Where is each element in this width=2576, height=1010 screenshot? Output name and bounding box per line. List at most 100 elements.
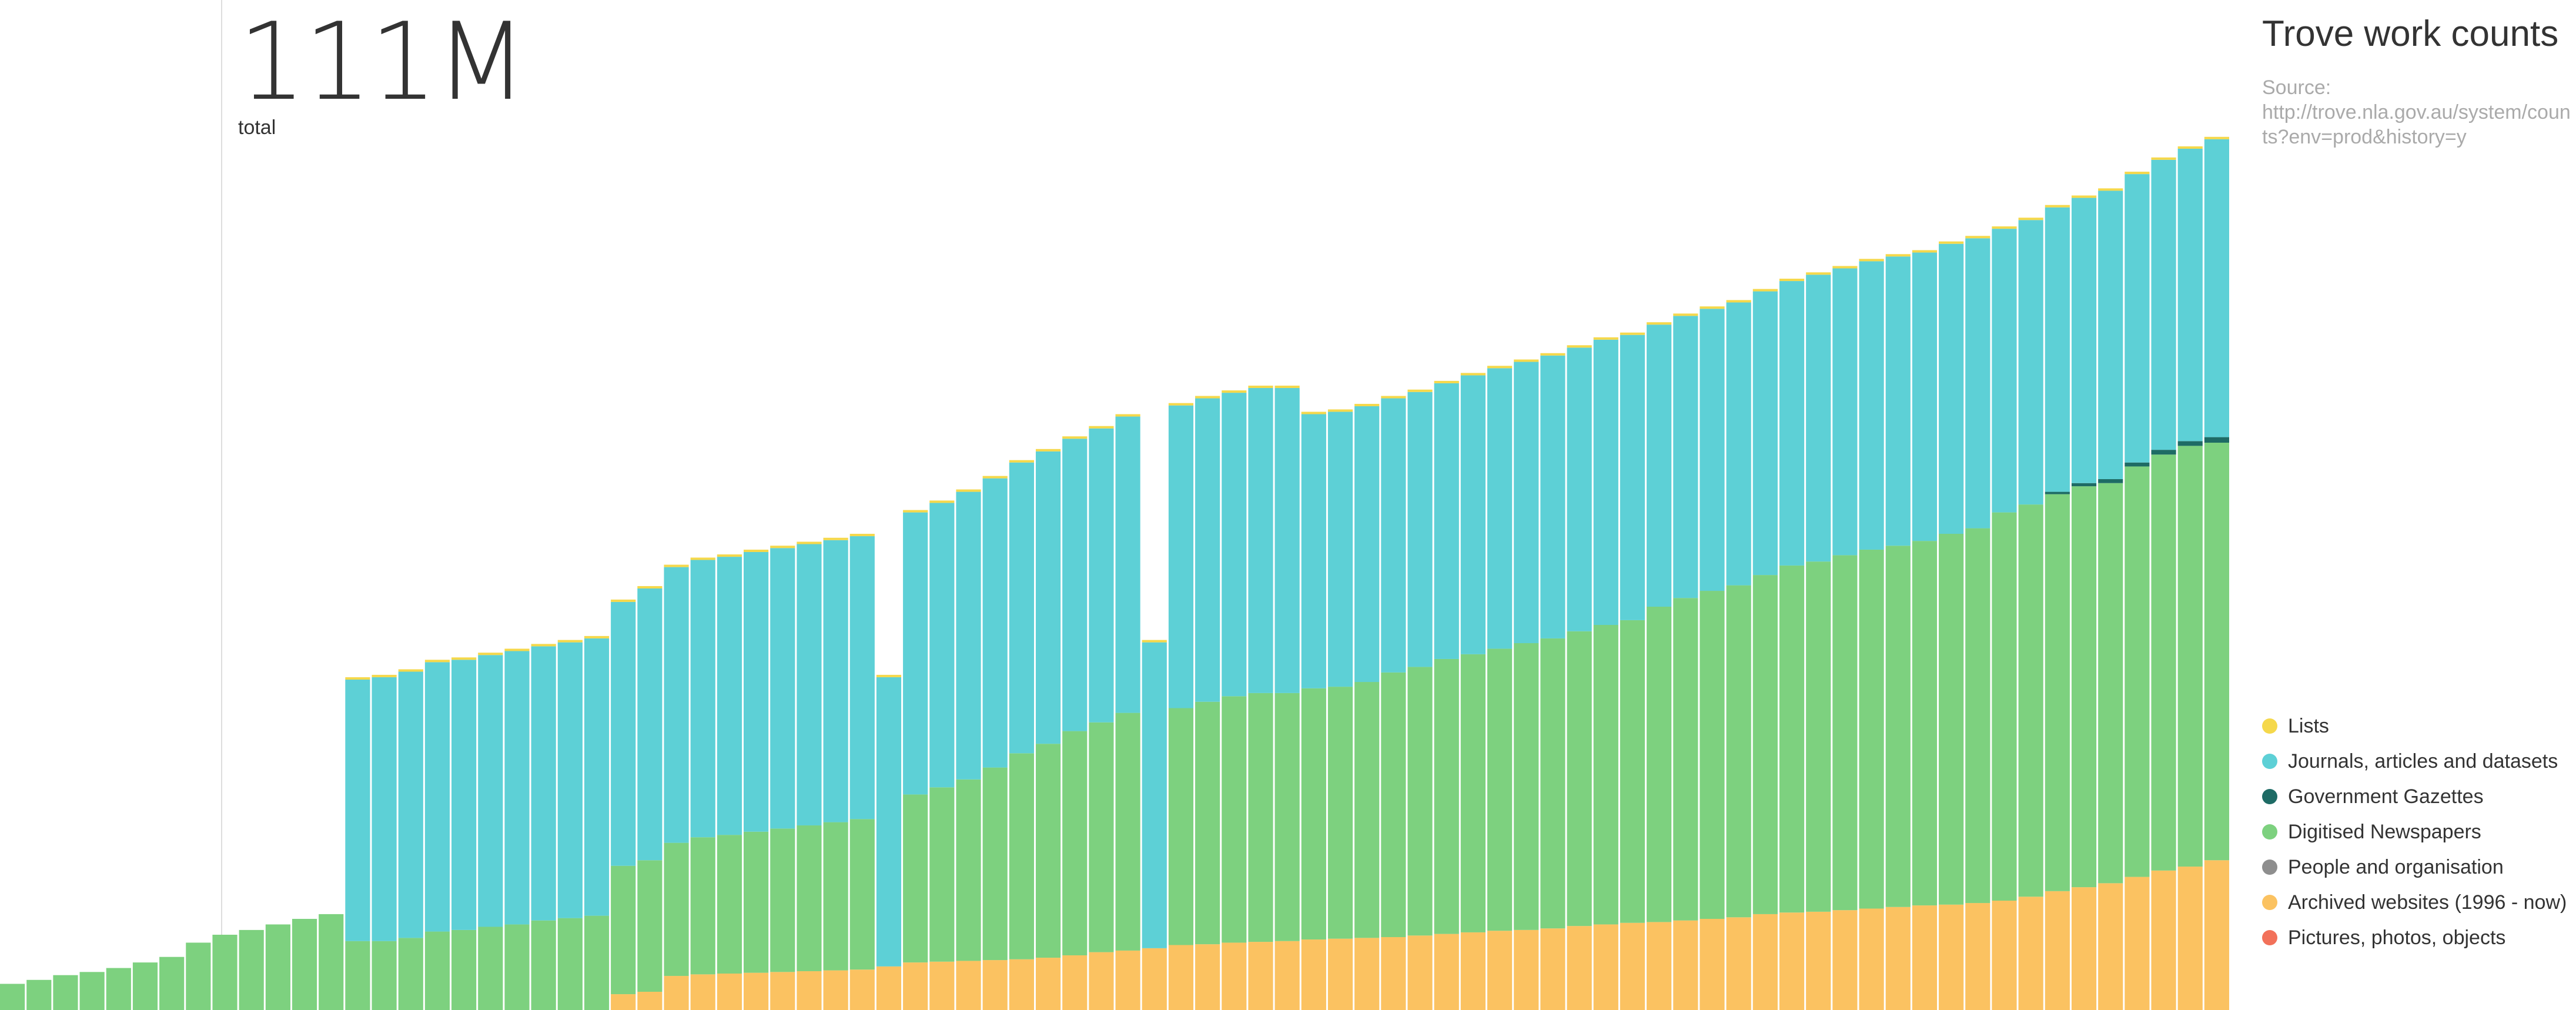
bar-stack[interactable] xyxy=(159,957,185,1010)
bar-segment[interactable] xyxy=(2177,441,2203,446)
bar-segment[interactable] xyxy=(1779,565,1805,913)
bar-stack[interactable] xyxy=(1089,426,1114,1010)
bar-segment[interactable] xyxy=(1035,451,1061,744)
bar-stack[interactable] xyxy=(212,934,237,1010)
bar-stack[interactable] xyxy=(557,640,583,1010)
bar-segment[interactable] xyxy=(1274,388,1300,693)
bar-segment[interactable] xyxy=(1327,409,1353,412)
bar-stack[interactable] xyxy=(424,660,450,1010)
bar-stack[interactable] xyxy=(319,914,344,1010)
bar-segment[interactable] xyxy=(2204,860,2229,1010)
bar-stack[interactable] xyxy=(1673,313,1698,1010)
bar-segment[interactable] xyxy=(2071,195,2097,198)
bar-segment[interactable] xyxy=(1009,462,1034,754)
bar-segment[interactable] xyxy=(1009,959,1034,1010)
bar-stack[interactable] xyxy=(1327,409,1353,1010)
bar-segment[interactable] xyxy=(1620,335,1645,620)
bar-segment[interactable] xyxy=(1965,238,1990,529)
bar-segment[interactable] xyxy=(1274,385,1300,389)
bar-stack[interactable] xyxy=(1434,380,1459,1010)
bar-segment[interactable] xyxy=(1222,942,1247,1010)
bar-segment[interactable] xyxy=(1327,412,1353,687)
bar-stack[interactable] xyxy=(611,599,636,1010)
bar-segment[interactable] xyxy=(424,662,450,932)
legend-item[interactable]: Archived websites (1996 - now) xyxy=(2262,891,2576,914)
bar-segment[interactable] xyxy=(1460,373,1486,376)
bar-segment[interactable] xyxy=(2204,437,2229,443)
bar-segment[interactable] xyxy=(744,831,769,973)
bar-segment[interactable] xyxy=(451,929,477,1010)
bar-segment[interactable] xyxy=(2204,443,2229,861)
bar-stack[interactable] xyxy=(1647,322,1672,1010)
bar-segment[interactable] xyxy=(1222,393,1247,697)
bar-segment[interactable] xyxy=(2151,450,2176,455)
bar-stack[interactable] xyxy=(584,636,610,1010)
bar-segment[interactable] xyxy=(1567,347,1592,631)
bar-segment[interactable] xyxy=(1274,941,1300,1010)
bar-stack[interactable] xyxy=(1354,403,1380,1010)
bar-segment[interactable] xyxy=(1168,405,1194,708)
bar-segment[interactable] xyxy=(531,920,556,1010)
bar-segment[interactable] xyxy=(1540,355,1565,638)
bar-stack[interactable] xyxy=(982,476,1008,1010)
bar-segment[interactable] xyxy=(2045,494,2070,891)
bar-segment[interactable] xyxy=(2125,174,2150,463)
bar-segment[interactable] xyxy=(2177,149,2203,442)
bar-stack[interactable] xyxy=(2018,218,2043,1010)
bar-stack[interactable] xyxy=(2045,205,2070,1010)
bar-segment[interactable] xyxy=(1992,226,2017,229)
bar-stack[interactable] xyxy=(1832,266,1858,1010)
bar-segment[interactable] xyxy=(424,660,450,663)
bar-segment[interactable] xyxy=(982,960,1008,1010)
bar-segment[interactable] xyxy=(1035,449,1061,452)
bar-segment[interactable] xyxy=(744,549,769,552)
bar-segment[interactable] xyxy=(637,586,663,588)
bar-stack[interactable] xyxy=(1115,414,1140,1010)
bar-segment[interactable] xyxy=(1460,654,1486,932)
bar-segment[interactable] xyxy=(2204,139,2229,437)
bar-segment[interactable] xyxy=(823,822,848,971)
bar-segment[interactable] xyxy=(1540,638,1565,929)
bar-segment[interactable] xyxy=(1301,688,1326,940)
bar-stack[interactable] xyxy=(1142,640,1167,1010)
bar-segment[interactable] xyxy=(956,491,981,780)
bar-segment[interactable] xyxy=(664,976,689,1010)
bar-segment[interactable] xyxy=(1460,932,1486,1010)
bar-segment[interactable] xyxy=(1673,598,1698,921)
bar-stack[interactable] xyxy=(1752,289,1778,1010)
bar-segment[interactable] xyxy=(212,934,237,1010)
bar-segment[interactable] xyxy=(2098,883,2123,1010)
bar-segment[interactable] xyxy=(770,972,795,1010)
bar-segment[interactable] xyxy=(823,540,848,822)
bar-segment[interactable] xyxy=(929,500,955,503)
bar-segment[interactable] xyxy=(159,957,185,1010)
bar-stack[interactable] xyxy=(2151,157,2176,1010)
bar-segment[interactable] xyxy=(1647,607,1672,922)
bar-segment[interactable] xyxy=(1939,243,1964,534)
bar-segment[interactable] xyxy=(2018,897,2043,1010)
bar-segment[interactable] xyxy=(557,642,583,918)
bar-segment[interactable] xyxy=(1726,585,1751,918)
bar-segment[interactable] xyxy=(1381,396,1406,399)
bar-segment[interactable] xyxy=(1168,708,1194,945)
bar-segment[interactable] xyxy=(2151,159,2176,450)
bar-segment[interactable] xyxy=(372,677,397,941)
bar-segment[interactable] xyxy=(1514,362,1539,643)
bar-segment[interactable] xyxy=(849,536,875,820)
bar-segment[interactable] xyxy=(1965,528,1990,904)
bar-stack[interactable] xyxy=(132,962,158,1010)
bar-segment[interactable] xyxy=(1487,648,1513,931)
bar-segment[interactable] xyxy=(1832,555,1858,911)
bar-segment[interactable] xyxy=(2098,483,2123,884)
bar-segment[interactable] xyxy=(398,671,423,938)
bar-segment[interactable] xyxy=(982,476,1008,479)
bar-segment[interactable] xyxy=(717,974,742,1010)
bar-segment[interactable] xyxy=(1301,414,1326,688)
bar-segment[interactable] xyxy=(1248,385,1273,389)
bar-segment[interactable] xyxy=(2071,887,2097,1010)
bar-segment[interactable] xyxy=(1992,229,2017,513)
bar-segment[interactable] xyxy=(1062,436,1088,439)
bar-segment[interactable] xyxy=(1301,939,1326,1010)
source-url[interactable]: http://trove.nla.gov.au/system/counts?en… xyxy=(2262,101,2571,148)
bar-stack[interactable] xyxy=(79,972,105,1010)
